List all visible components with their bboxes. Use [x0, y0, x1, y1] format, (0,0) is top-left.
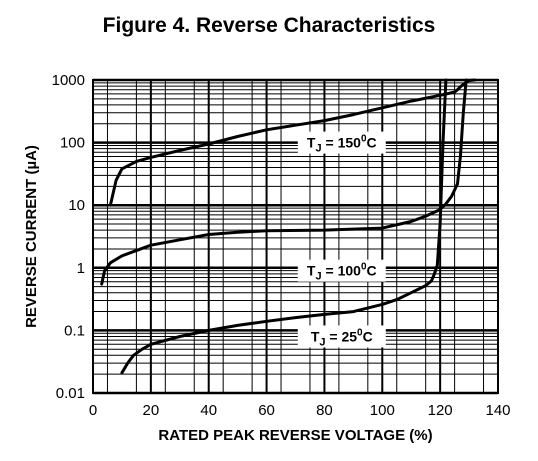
x-tick-label: 0: [89, 402, 97, 419]
x-tick-label: 100: [370, 402, 395, 419]
plot-frame: [92, 79, 499, 394]
curve-label: TJ = 250C: [297, 325, 386, 348]
curve-label-background: [297, 131, 386, 154]
chart-title: Figure 4. Reverse Characteristics: [102, 14, 436, 37]
tick-labels: 0 20 40 60 80 100 120 140 0.01 0.1 1 10 100 1000: [52, 72, 511, 419]
grid: [92, 78, 499, 395]
y-tick-label: 1000: [52, 72, 85, 89]
curve-label: TJ = 1500C: [297, 131, 386, 155]
y-tick-label: 0.1: [64, 322, 85, 339]
x-axis-label: RATED PEAK REVERSE VOLTAGE (%): [158, 427, 432, 444]
x-tick-label: 20: [143, 402, 160, 419]
curve-label-background: [297, 325, 386, 348]
curve-label-text: TJ = 250C: [311, 327, 373, 348]
x-tick-label: 40: [200, 402, 217, 419]
y-tick-label: 10: [68, 197, 85, 214]
curves: [100, 78, 477, 375]
curve-label-text: TJ = 1000C: [307, 262, 377, 283]
curve-label: TJ = 1000C: [297, 259, 386, 283]
y-axis-label: REVERSE CURRENT (µA): [23, 145, 40, 328]
annotations: TJ = 1500C TJ = 1000C TJ = 250C: [297, 131, 386, 348]
y-tick-label: 1: [77, 260, 85, 277]
series-line: [100, 78, 468, 286]
x-tick-label: 120: [428, 402, 453, 419]
x-tick-label: 80: [316, 402, 333, 419]
series-line: [120, 78, 448, 375]
curve-label-text: TJ = 1500C: [307, 134, 377, 155]
curve-label-background: [297, 259, 386, 282]
series-line: [108, 78, 477, 207]
x-tick-label: 140: [485, 402, 510, 419]
y-tick-label: 0.01: [56, 385, 85, 402]
y-tick-label: 100: [60, 135, 85, 152]
x-tick-label: 60: [258, 402, 275, 419]
